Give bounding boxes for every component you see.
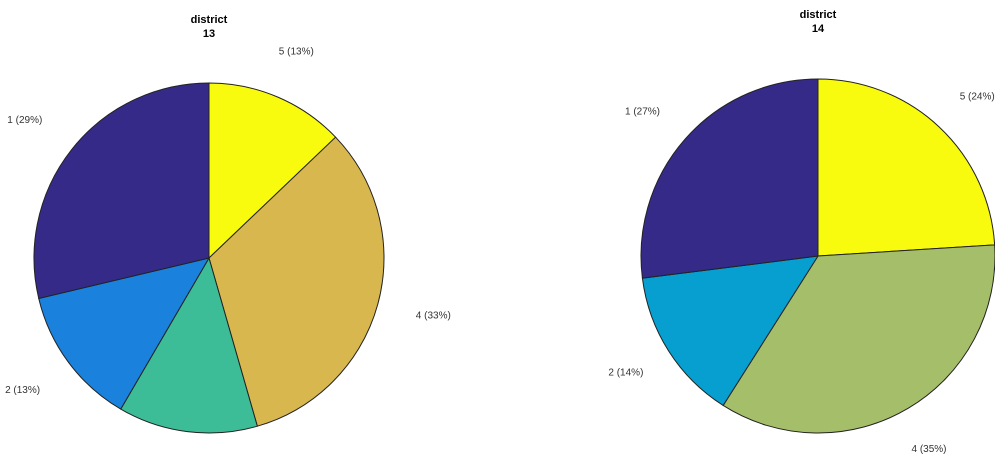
pie-slice-label: 5 (13%) — [279, 47, 314, 58]
pie-slice-3 — [120, 256, 258, 434]
chart-title-line-1: district — [191, 14, 228, 26]
chart-title-line-2: 14 — [812, 23, 825, 35]
pie-labels: 5 (24%) 4 (35%) 2 (14%) 1 (27%) — [608, 92, 994, 456]
pie-slice-label: 4 (35%) — [911, 444, 946, 455]
chart-title-line-1: district — [800, 9, 837, 21]
pie-slices — [33, 82, 385, 434]
pie-slice-label: 4 (33%) — [416, 311, 451, 322]
pie-labels: 5 (13%)4 (33%)3 (13%)2 (13%)1 (29%) — [5, 47, 451, 396]
pie-chart-district-14: district 14 5 (24%) 4 (35%) 2 (14%) 1 (27%) — [608, 9, 995, 455]
pie-slice-label: 5 (24%) — [960, 92, 995, 103]
pie-slice-1 — [640, 78, 819, 279]
pie-slice-label: 1 (29%) — [7, 115, 42, 126]
pie-slice-5 — [208, 82, 337, 260]
pie-slice-label: 1 (27%) — [625, 106, 660, 117]
chart-title-line-2: 13 — [203, 28, 215, 40]
pie-slice-1 — [33, 82, 210, 300]
pie-chart-district-13: district 13 5 (13%)4 (33%)3 (13%)2 (13%)… — [5, 14, 451, 434]
pie-slice-2 — [641, 255, 819, 407]
pie-slice-5 — [817, 78, 995, 257]
pie-slice-4 — [722, 244, 995, 434]
pie-slice-2 — [38, 257, 211, 410]
pie-slice-label: 2 (14%) — [608, 367, 643, 378]
pie-slice-label: 2 (13%) — [5, 385, 40, 396]
pie-slices — [640, 78, 995, 434]
pie-slice-4 — [208, 136, 385, 427]
